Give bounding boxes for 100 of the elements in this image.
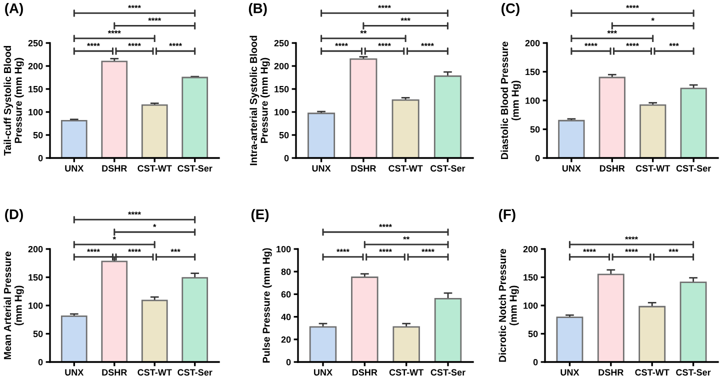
annotation: ****: [86, 43, 100, 46]
annotation: ****: [86, 248, 100, 252]
annotation: ****: [335, 43, 348, 46]
x-tick-label: UNX: [312, 165, 331, 172]
y-tick-label: 100: [526, 97, 540, 104]
y-tick-label: 150: [524, 274, 538, 281]
bar: [680, 282, 707, 362]
bar: [309, 326, 337, 362]
bar: [434, 298, 462, 362]
y-tick-label: 80: [281, 268, 291, 275]
chart-title: (A): [5, 3, 23, 16]
chart-title: (B): [248, 3, 267, 16]
y-tick-label: 250: [28, 40, 43, 46]
text: ****: [625, 236, 638, 240]
annotation: ****: [625, 248, 638, 252]
annotation: ***: [669, 43, 679, 46]
bar: [351, 276, 378, 362]
x-tick-label: CST-WT: [636, 165, 670, 172]
text: **: [360, 30, 367, 34]
bar: [638, 306, 666, 362]
annotation: ****: [626, 43, 639, 46]
y-tick-label: 150: [28, 274, 43, 281]
x-tick-label: DSHR: [102, 165, 127, 172]
chart-title: (F): [498, 209, 516, 222]
x-tick-label: CST-Ser: [178, 165, 212, 172]
x-tick-label: DSHR: [351, 165, 376, 172]
y-tick-label: 0: [286, 358, 291, 366]
bar: [101, 60, 128, 158]
text: ***: [400, 18, 410, 21]
bar: [680, 88, 707, 158]
y-tick-label: 200: [28, 62, 43, 70]
bar: [597, 274, 624, 362]
annotation: ****: [128, 43, 141, 46]
bar: [60, 120, 88, 158]
annotation: ***: [170, 248, 180, 252]
y-tick-label: 200: [525, 40, 540, 46]
x-tick-label: CST-Ser: [676, 369, 711, 376]
bar: [308, 112, 336, 158]
annotation: ***: [668, 248, 678, 252]
x-tick-label: CST-Ser: [178, 369, 212, 376]
x-tick-label: CST-Ser: [676, 165, 711, 172]
x-tick-label: DSHR: [102, 369, 127, 376]
x-tick-label: CST-WT: [138, 165, 172, 172]
text: ****: [379, 224, 392, 228]
text: *: [651, 18, 654, 21]
annotation: ****: [169, 43, 182, 46]
y-tick-label: 50: [530, 126, 540, 133]
x-tick-label: UNX: [65, 369, 84, 376]
y-tick-label: 40: [281, 314, 291, 320]
bar: [434, 75, 462, 158]
x-tick-label: CST-WT: [389, 369, 424, 376]
y-axis-title: Dicrotic Notch Pressure (mm Hg): [498, 248, 519, 362]
y-tick-label: 50: [33, 330, 43, 338]
y-tick-label: 200: [523, 246, 538, 252]
bar: [556, 316, 584, 362]
y-axis-title: Tail-cuff Systolic Blood Pressure (mm Hg): [4, 46, 24, 156]
y-tick-label: 150: [274, 86, 289, 92]
y-tick-label: 150: [526, 68, 540, 76]
bar: [182, 76, 208, 158]
y-tick-label: 60: [281, 291, 291, 298]
y-tick-label: 100: [524, 302, 538, 309]
y-tick-label: 250: [274, 40, 289, 46]
y-tick-label: 150: [28, 86, 43, 92]
y-tick-label: 200: [274, 62, 289, 70]
chart-title: (E): [251, 209, 269, 222]
text: ****: [128, 212, 141, 215]
text: ****: [378, 5, 391, 8]
text: *: [112, 236, 116, 240]
y-axis-title: Diastolic Blood Pressure (mm Hg): [500, 42, 521, 160]
annotation: ****: [336, 248, 350, 252]
x-tick-label: CST-WT: [388, 165, 423, 172]
y-tick-label: 20: [281, 336, 291, 343]
x-tick-label: DSHR: [600, 165, 625, 172]
x-tick-label: CST-Ser: [430, 165, 466, 172]
y-axis-title: Pulse Pressure (mm Hg): [262, 248, 272, 363]
text: ****: [128, 5, 141, 8]
x-tick-label: UNX: [560, 369, 580, 376]
x-tick-label: DSHR: [598, 369, 624, 376]
annotation: ****: [421, 43, 434, 46]
y-axis-title: Mean Arterial Pressure (mm Hg): [4, 252, 24, 360]
x-tick-label: CST-WT: [138, 369, 172, 376]
text: ****: [108, 30, 121, 34]
text: ****: [626, 5, 639, 8]
y-tick-label: 100: [274, 108, 289, 116]
bar: [598, 76, 626, 158]
text: *: [153, 224, 156, 228]
bar: [392, 326, 420, 362]
annotation: ****: [379, 248, 392, 252]
y-tick-label: 0: [38, 154, 43, 162]
y-tick-label: 100: [28, 302, 43, 309]
y-tick-label: 100: [28, 108, 43, 116]
y-tick-label: 100: [276, 246, 291, 252]
y-tick-label: 50: [528, 330, 538, 338]
bar: [60, 316, 88, 362]
annotation: ****: [584, 43, 598, 46]
annotation: ****: [128, 248, 141, 252]
y-tick-label: 0: [38, 358, 43, 366]
x-tick-label: DSHR: [352, 369, 378, 376]
y-tick-label: 50: [279, 132, 289, 138]
bar: [640, 104, 666, 158]
